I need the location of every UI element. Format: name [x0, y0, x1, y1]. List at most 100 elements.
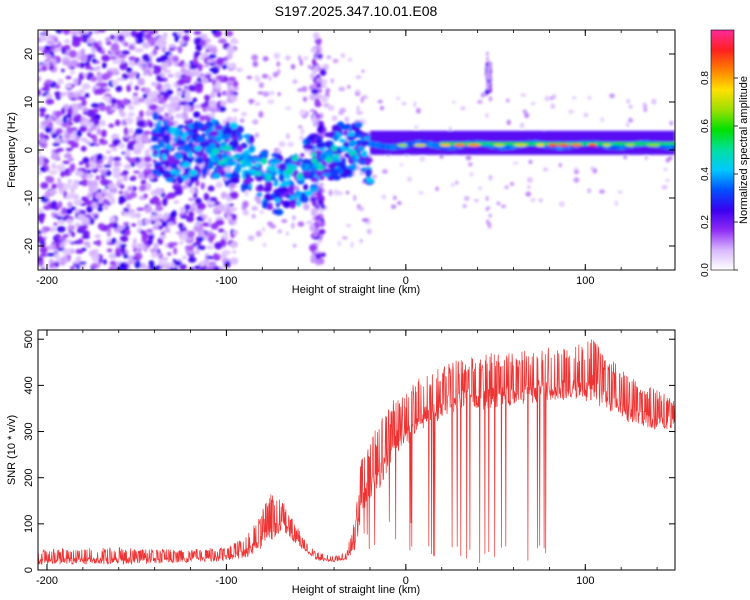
noise-mark — [71, 40, 81, 48]
noise-mark — [292, 215, 296, 221]
noise-mark — [177, 45, 183, 54]
streak-mark — [316, 53, 323, 59]
noise-mark — [628, 104, 633, 110]
noise-mark — [599, 189, 605, 194]
isolated-tone-mark — [485, 51, 489, 56]
band-mark — [162, 160, 170, 166]
noise-mark — [572, 96, 577, 100]
band-mark — [340, 124, 350, 131]
streak-mark — [312, 58, 317, 66]
noise-mark — [167, 107, 175, 113]
band-mark — [342, 167, 352, 176]
noise-mark — [276, 68, 281, 75]
noise-mark — [573, 177, 580, 183]
noise-mark — [172, 55, 179, 63]
band-mark — [209, 142, 217, 149]
noise-mark — [194, 82, 204, 90]
tone-peak-mark — [536, 143, 545, 147]
band-mark — [194, 145, 203, 152]
noise-mark — [330, 78, 334, 84]
noise-mark — [45, 176, 55, 184]
noise-mark — [338, 109, 344, 116]
noise-mark — [92, 168, 97, 174]
noise-mark — [251, 54, 259, 61]
noise-mark — [203, 192, 209, 201]
noise-mark — [345, 190, 350, 195]
noise-mark — [99, 120, 106, 127]
band-mark — [365, 169, 372, 178]
noise-mark — [215, 216, 224, 221]
colorbar-label: Normalized spectral amplitude — [738, 76, 750, 224]
noise-mark — [626, 122, 630, 128]
noise-mark — [184, 237, 193, 242]
band-mark — [302, 171, 311, 176]
noise-mark — [267, 221, 273, 226]
noise-mark — [70, 194, 80, 200]
noise-mark — [149, 248, 159, 253]
band-mark — [248, 144, 256, 153]
noise-mark — [65, 52, 70, 56]
noise-mark — [197, 63, 203, 72]
noise-mark — [226, 45, 236, 54]
band-mark — [247, 155, 255, 161]
band-mark — [266, 205, 274, 211]
noise-mark — [166, 222, 175, 226]
band-mark — [325, 140, 331, 149]
noise-mark — [414, 125, 419, 129]
noise-mark — [97, 206, 104, 212]
noise-mark — [80, 145, 87, 152]
noise-mark — [353, 194, 357, 202]
noise-mark — [63, 239, 73, 243]
noise-mark — [78, 161, 84, 166]
noise-mark — [78, 89, 85, 94]
noise-mark — [526, 177, 533, 183]
isolated-tone-mark — [487, 75, 491, 80]
noise-mark — [112, 166, 121, 174]
noise-mark — [298, 135, 304, 141]
tone-peak-mark — [587, 143, 597, 147]
noise-mark — [182, 87, 189, 91]
noise-mark — [147, 238, 153, 246]
streak-mark — [311, 200, 318, 207]
noise-mark — [322, 102, 330, 108]
colorbar-frame — [710, 29, 735, 271]
noise-mark — [115, 85, 123, 93]
noise-mark — [46, 54, 53, 61]
noise-mark — [669, 120, 674, 126]
noise-mark — [62, 160, 71, 165]
band-mark — [231, 128, 237, 137]
noise-mark — [186, 216, 194, 223]
band-mark — [261, 200, 269, 209]
snr-series-line — [38, 339, 675, 566]
noise-mark — [149, 266, 157, 270]
noise-mark — [229, 191, 239, 200]
noise-mark — [82, 72, 88, 77]
tone-band-mark — [670, 142, 675, 146]
snr-x-tick-label: 100 — [576, 575, 594, 587]
noise-mark — [38, 89, 41, 97]
band-mark — [150, 135, 159, 142]
noise-mark — [179, 40, 186, 45]
isolated-tone-mark — [486, 86, 490, 91]
noise-mark — [474, 199, 479, 203]
band-mark — [204, 145, 213, 154]
noise-mark — [101, 73, 110, 81]
noise-mark — [124, 163, 132, 170]
noise-mark — [129, 76, 135, 80]
isolated-tone-mark — [485, 207, 489, 212]
band-mark — [217, 167, 225, 174]
noise-mark — [38, 155, 44, 162]
noise-mark — [182, 104, 191, 113]
noise-mark — [109, 34, 116, 40]
noise-mark — [150, 190, 156, 196]
noise-mark — [96, 239, 102, 247]
streak-mark — [314, 64, 320, 71]
band-mark — [300, 152, 305, 158]
noise-mark — [54, 84, 61, 89]
band-mark — [258, 184, 264, 191]
noise-mark — [46, 117, 54, 123]
noise-mark — [50, 162, 57, 170]
noise-mark — [64, 44, 70, 51]
noise-mark — [298, 125, 303, 129]
noise-mark — [70, 97, 78, 101]
